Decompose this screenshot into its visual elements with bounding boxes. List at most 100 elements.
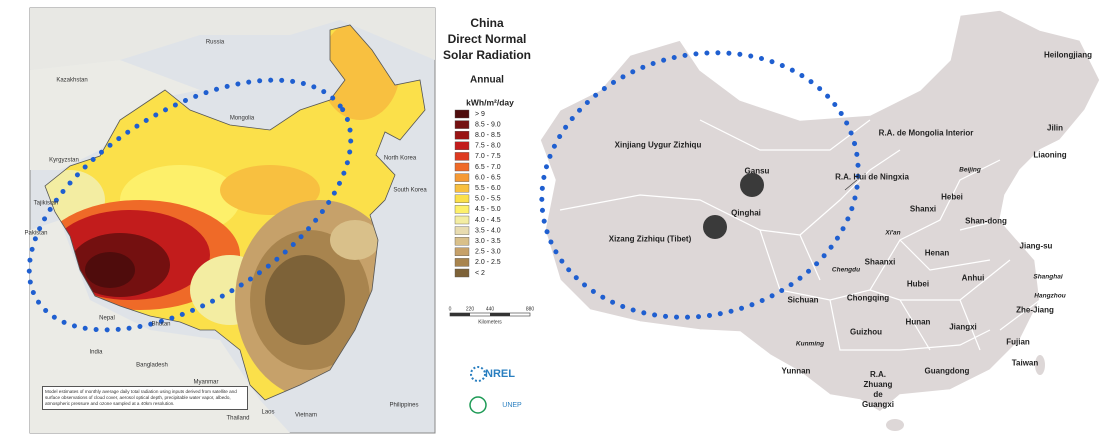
province-label: Jiangxi <box>949 322 977 332</box>
province-label: Jilin <box>1046 123 1064 133</box>
legend-label: 3.0 - 3.5 <box>475 238 501 245</box>
country-label: South Korea <box>393 188 427 194</box>
province-label: Liaoning <box>1033 150 1067 160</box>
legend-label: 5.5 - 6.0 <box>475 185 501 192</box>
country-label: Tajikistan <box>34 201 59 207</box>
legend-swatch <box>454 141 470 151</box>
legend-swatch <box>454 173 470 182</box>
legend-label: 2.0 - 2.5 <box>475 259 501 266</box>
province-label: Shanxi <box>909 204 937 214</box>
legend-swatch <box>454 268 470 278</box>
legend-swatch <box>454 258 470 267</box>
logo-icon <box>470 366 486 382</box>
scale-unit: Kilometers <box>478 319 502 325</box>
scale-label: 0 <box>449 306 452 312</box>
province-label: Kunming <box>795 340 825 348</box>
region <box>85 252 135 288</box>
legend-label: 4.5 - 5.0 <box>475 206 501 213</box>
country-label: Bhutan <box>151 322 170 328</box>
province-label: Shanghai <box>1033 273 1063 281</box>
scale-bar <box>450 313 470 316</box>
province-label: Heilongjiang <box>1044 50 1092 60</box>
province-label: Guangdong <box>924 366 970 376</box>
province-label: Chengdu <box>831 266 861 274</box>
province-label: Xizang Zizhiqu (Tibet) <box>608 234 692 244</box>
country-label: Myanmar <box>193 380 218 386</box>
province-label: Zhe-Jiang <box>1016 305 1054 315</box>
legend-swatch <box>454 109 470 119</box>
china-province-map <box>539 9 1101 413</box>
legend-swatch <box>454 183 470 193</box>
country-label: India <box>89 350 103 356</box>
scale-label: 880 <box>526 306 535 312</box>
map-title: Solar Radiation <box>443 48 531 62</box>
legend-label: 6.5 - 7.0 <box>475 164 501 171</box>
country-label: Kazakhstan <box>56 78 87 84</box>
province-label: Hubei <box>906 279 930 289</box>
highlight-ellipse <box>26 77 354 333</box>
legend-swatch <box>454 194 470 204</box>
land <box>30 220 290 433</box>
province-label: Yunnan <box>781 366 811 376</box>
province-label: Qinghai <box>731 208 761 218</box>
province-label: Xinjiang Uygur Zizhiqu <box>614 140 702 150</box>
location-marker <box>740 173 764 197</box>
province-label: Fujian <box>1006 337 1030 347</box>
legend-swatch <box>454 152 470 161</box>
location-marker <box>703 215 727 239</box>
legend-label: 8.0 - 8.5 <box>475 132 501 139</box>
legend-unit: kWh/m²/day <box>466 97 514 107</box>
province-label: Henan <box>924 248 950 258</box>
province-label: Sichuan <box>787 295 819 305</box>
logo-text: UNEP <box>502 402 522 409</box>
land <box>30 60 200 170</box>
province-label: Chongqing <box>846 293 890 303</box>
legend-label: 5.0 - 5.5 <box>475 196 501 203</box>
logo-icon <box>469 396 487 414</box>
province-label: Anhui <box>961 273 985 283</box>
province-label: Jiang-su <box>1019 241 1053 251</box>
island <box>886 419 904 431</box>
province-label: Gansu <box>744 166 770 176</box>
scale-label: 440 <box>486 306 495 312</box>
legend-label: 4.0 - 4.5 <box>475 217 501 224</box>
country-label: Vietnam <box>295 413 317 419</box>
legend-swatch <box>454 247 470 257</box>
legend-swatch <box>454 120 470 129</box>
map-period: Annual <box>470 75 504 86</box>
legend-label: 7.5 - 8.0 <box>475 143 501 150</box>
region <box>330 220 380 260</box>
highlight-ellipse <box>539 50 861 320</box>
province-label: Shaanxi <box>864 257 896 267</box>
province-label: Beijing <box>959 166 981 174</box>
map-title: China <box>470 16 504 30</box>
country-label: Nepal <box>99 316 115 322</box>
map-note: Model estimates of monthly average daily… <box>42 386 248 410</box>
region <box>220 165 320 215</box>
province-label: Shan-dong <box>965 216 1007 226</box>
scale-label: 220 <box>466 306 475 312</box>
country-label: Laos <box>261 410 274 416</box>
country-label: Philippines <box>389 403 418 409</box>
legend-swatch <box>454 215 470 225</box>
province-label: Hangzhou <box>1034 292 1066 300</box>
legend-label: < 2 <box>475 270 485 277</box>
legend-label: 7.0 - 7.5 <box>475 153 501 160</box>
province-label: Hebei <box>941 192 963 202</box>
province-label: Hunan <box>905 317 931 327</box>
province-label: Guizhou <box>850 327 882 337</box>
legend-label: 6.0 - 6.5 <box>475 174 501 181</box>
land <box>30 8 435 70</box>
province-label: R.A. Hui de Ningxia <box>835 172 909 182</box>
country-label: Bangladesh <box>136 363 168 369</box>
china-outline <box>44 24 426 401</box>
country-label: Russia <box>206 40 225 46</box>
logo-text: NREL <box>485 368 515 380</box>
province-label: R.A. Zhuang de Guangxi <box>861 370 894 409</box>
country-label: Pakistan <box>24 231 47 237</box>
region <box>265 255 345 345</box>
legend-swatch <box>454 130 470 140</box>
legend-label: 3.5 - 4.0 <box>475 227 501 234</box>
province-label: R.A. de Mongolia Interior <box>878 128 974 138</box>
scale-bar <box>490 313 510 316</box>
